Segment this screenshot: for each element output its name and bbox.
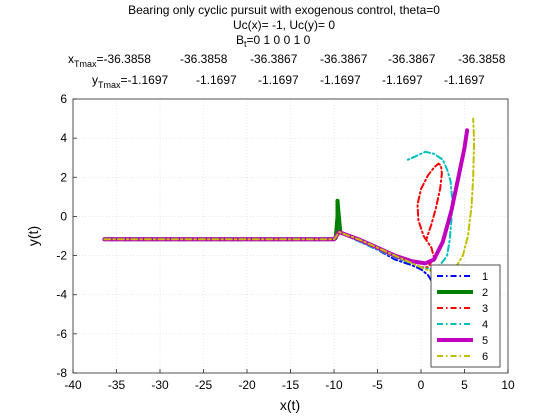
y-tick-label: 2 [60,170,67,184]
x-tick-label: -15 [282,378,300,392]
xtmax-symbol: x [68,52,74,66]
xtmax-value-4: -36.3867 [320,52,368,66]
y-axis-label: y(t) [25,226,41,246]
ytmax-value-1: =-1.1697 [121,73,169,87]
xtmax-value-3: -36.3867 [250,52,298,66]
x-tick-label: -40 [64,378,82,392]
y-tick-label: -4 [56,288,67,302]
bt-label: Bt=0 1 0 0 1 0 [236,33,311,49]
y-tick-label: -8 [56,366,67,380]
title-line-1: Bearing only cyclic pursuit with exogeno… [128,3,440,17]
legend-label-6: 6 [482,351,488,363]
x-tick-label: 0 [418,378,425,392]
ytmax-subscript: Tmax [98,80,121,90]
legend-label-1: 1 [482,271,488,283]
x-tick-label: -5 [372,378,383,392]
xtmax-subscript: Tmax [74,59,97,69]
y-tick-label: -6 [56,327,67,341]
y-tick-label: 4 [60,131,67,145]
x-tick-label: 10 [501,378,515,392]
ytmax-label: yTmax=-1.1697 [92,73,169,90]
legend-label-5: 5 [482,335,488,347]
legend-label-2: 2 [482,287,488,299]
title-line-2: Uc(x)= -1, Uc(y)= 0 [233,18,335,32]
ytmax-value-3: -1.1697 [258,73,299,87]
x-axis-label: x(t) [280,397,300,413]
xtmax-value-1: =-36.3858 [97,52,152,66]
xtmax-value-5: -36.3867 [388,52,436,66]
legend-box [430,264,501,368]
ytmax-value-6: -1.1697 [444,73,485,87]
x-tick-label: -10 [325,378,343,392]
y-tick-label: 0 [60,209,67,223]
ytmax-value-4: -1.1697 [320,73,361,87]
bt-symbol: B [236,33,244,47]
bt-values: =0 1 0 0 1 0 [247,33,311,47]
x-tick-label: -35 [108,378,126,392]
legend-label-3: 3 [482,303,488,315]
bt-subscript: t [244,39,247,49]
y-tick-label: 6 [60,92,67,106]
legend-label-4: 4 [482,319,488,331]
legend: 1 2 3 4 5 6 [430,264,501,368]
xtmax-value-6: -36.3858 [458,52,506,66]
x-tick-label: -30 [151,378,169,392]
xtmax-label: xTmax=-36.3858 [68,52,151,69]
x-tick-label: -25 [195,378,213,392]
x-tick-label: -20 [238,378,256,392]
y-tick-label: -2 [56,249,67,263]
ytmax-value-5: -1.1697 [382,73,423,87]
ytmax-value-2: -1.1697 [196,73,237,87]
xtmax-value-2: -36.3858 [180,52,228,66]
x-tick-label: 5 [461,378,468,392]
ytmax-symbol: y [92,73,98,87]
